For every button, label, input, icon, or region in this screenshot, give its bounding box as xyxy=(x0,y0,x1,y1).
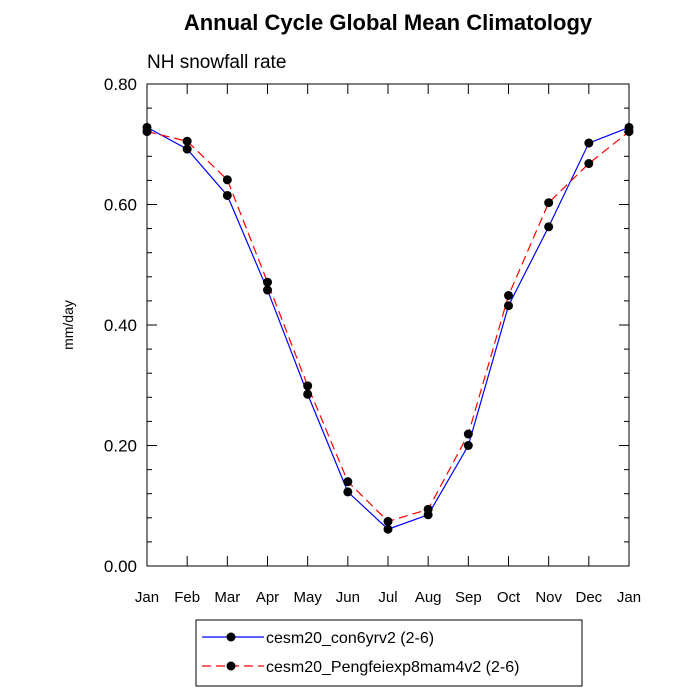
series-2-point xyxy=(584,159,594,169)
series-1-point xyxy=(182,144,192,154)
series-2-point xyxy=(423,504,433,514)
y-tick-labels: 0.00 0.20 0.40 0.60 0.80 xyxy=(104,75,137,576)
legend: cesm20_con6yrv2 (2-6) cesm20_Pengfeiexp8m… xyxy=(195,619,583,687)
series-group xyxy=(142,122,634,534)
series-line-2 xyxy=(146,131,630,523)
x-tick-label: Jun xyxy=(336,589,360,606)
y-tick-label: 0.00 xyxy=(104,557,137,576)
chart-subtitle: NH snowfall rate xyxy=(147,52,286,73)
x-tick-label: Oct xyxy=(497,589,521,606)
legend-marker-1 xyxy=(226,632,236,642)
y-tick-label: 0.40 xyxy=(104,316,137,335)
y-tick-label: 0.20 xyxy=(104,437,137,456)
minor-ticks xyxy=(147,107,629,543)
series-1-point xyxy=(504,301,513,311)
series-1-point xyxy=(544,222,554,232)
series-2-point xyxy=(343,477,353,487)
x-tick-label: Mar xyxy=(214,589,240,606)
series-2-point xyxy=(222,175,232,185)
chart-title: Annual Cycle Global Mean Climatology xyxy=(184,10,593,35)
legend-marker-2 xyxy=(226,661,236,671)
legend-label-1: cesm20_con6yrv2 (2-6) xyxy=(266,630,434,647)
series-1-point xyxy=(463,441,473,450)
x-tick-label: Jan xyxy=(135,589,159,606)
y-tick-label: 0.80 xyxy=(104,75,137,94)
plot-frame xyxy=(146,83,630,567)
x-tick-label: May xyxy=(293,589,322,606)
series-2-point xyxy=(303,381,313,391)
series-2-point xyxy=(263,277,272,287)
x-tick-label: Feb xyxy=(174,589,200,606)
series-2-point xyxy=(544,198,554,208)
series-1-point xyxy=(343,487,353,497)
x-tick-label: Jan xyxy=(617,589,641,606)
x-tick-label: Apr xyxy=(256,589,279,606)
legend-label-2: cesm20_Pengfeiexp8mam4v2 (2-6) xyxy=(266,659,519,676)
x-tick-labels: Jan Feb Mar Apr May Jun Jul Aug Sep Oct Nov Dec Jan xyxy=(135,589,641,606)
major-ticks xyxy=(146,83,630,567)
series-1-point xyxy=(303,389,313,399)
series-2-point xyxy=(383,516,393,526)
series-2-point xyxy=(463,429,473,439)
series-2-point xyxy=(504,290,513,300)
y-axis-label: mm/day xyxy=(60,300,76,350)
series-1-point xyxy=(222,190,232,200)
x-tick-label: Nov xyxy=(535,589,562,606)
series-line-1 xyxy=(146,126,630,530)
legend-box xyxy=(195,619,583,687)
x-tick-label: Dec xyxy=(575,589,602,606)
series-1-point xyxy=(263,285,272,295)
y-tick-label: 0.60 xyxy=(104,196,137,215)
series-1-point xyxy=(383,524,393,534)
series-1-point xyxy=(584,138,594,148)
x-tick-label: Jul xyxy=(378,589,397,606)
x-tick-label: Aug xyxy=(415,589,442,606)
x-tick-label: Sep xyxy=(455,589,482,606)
series-2-point xyxy=(182,136,192,146)
